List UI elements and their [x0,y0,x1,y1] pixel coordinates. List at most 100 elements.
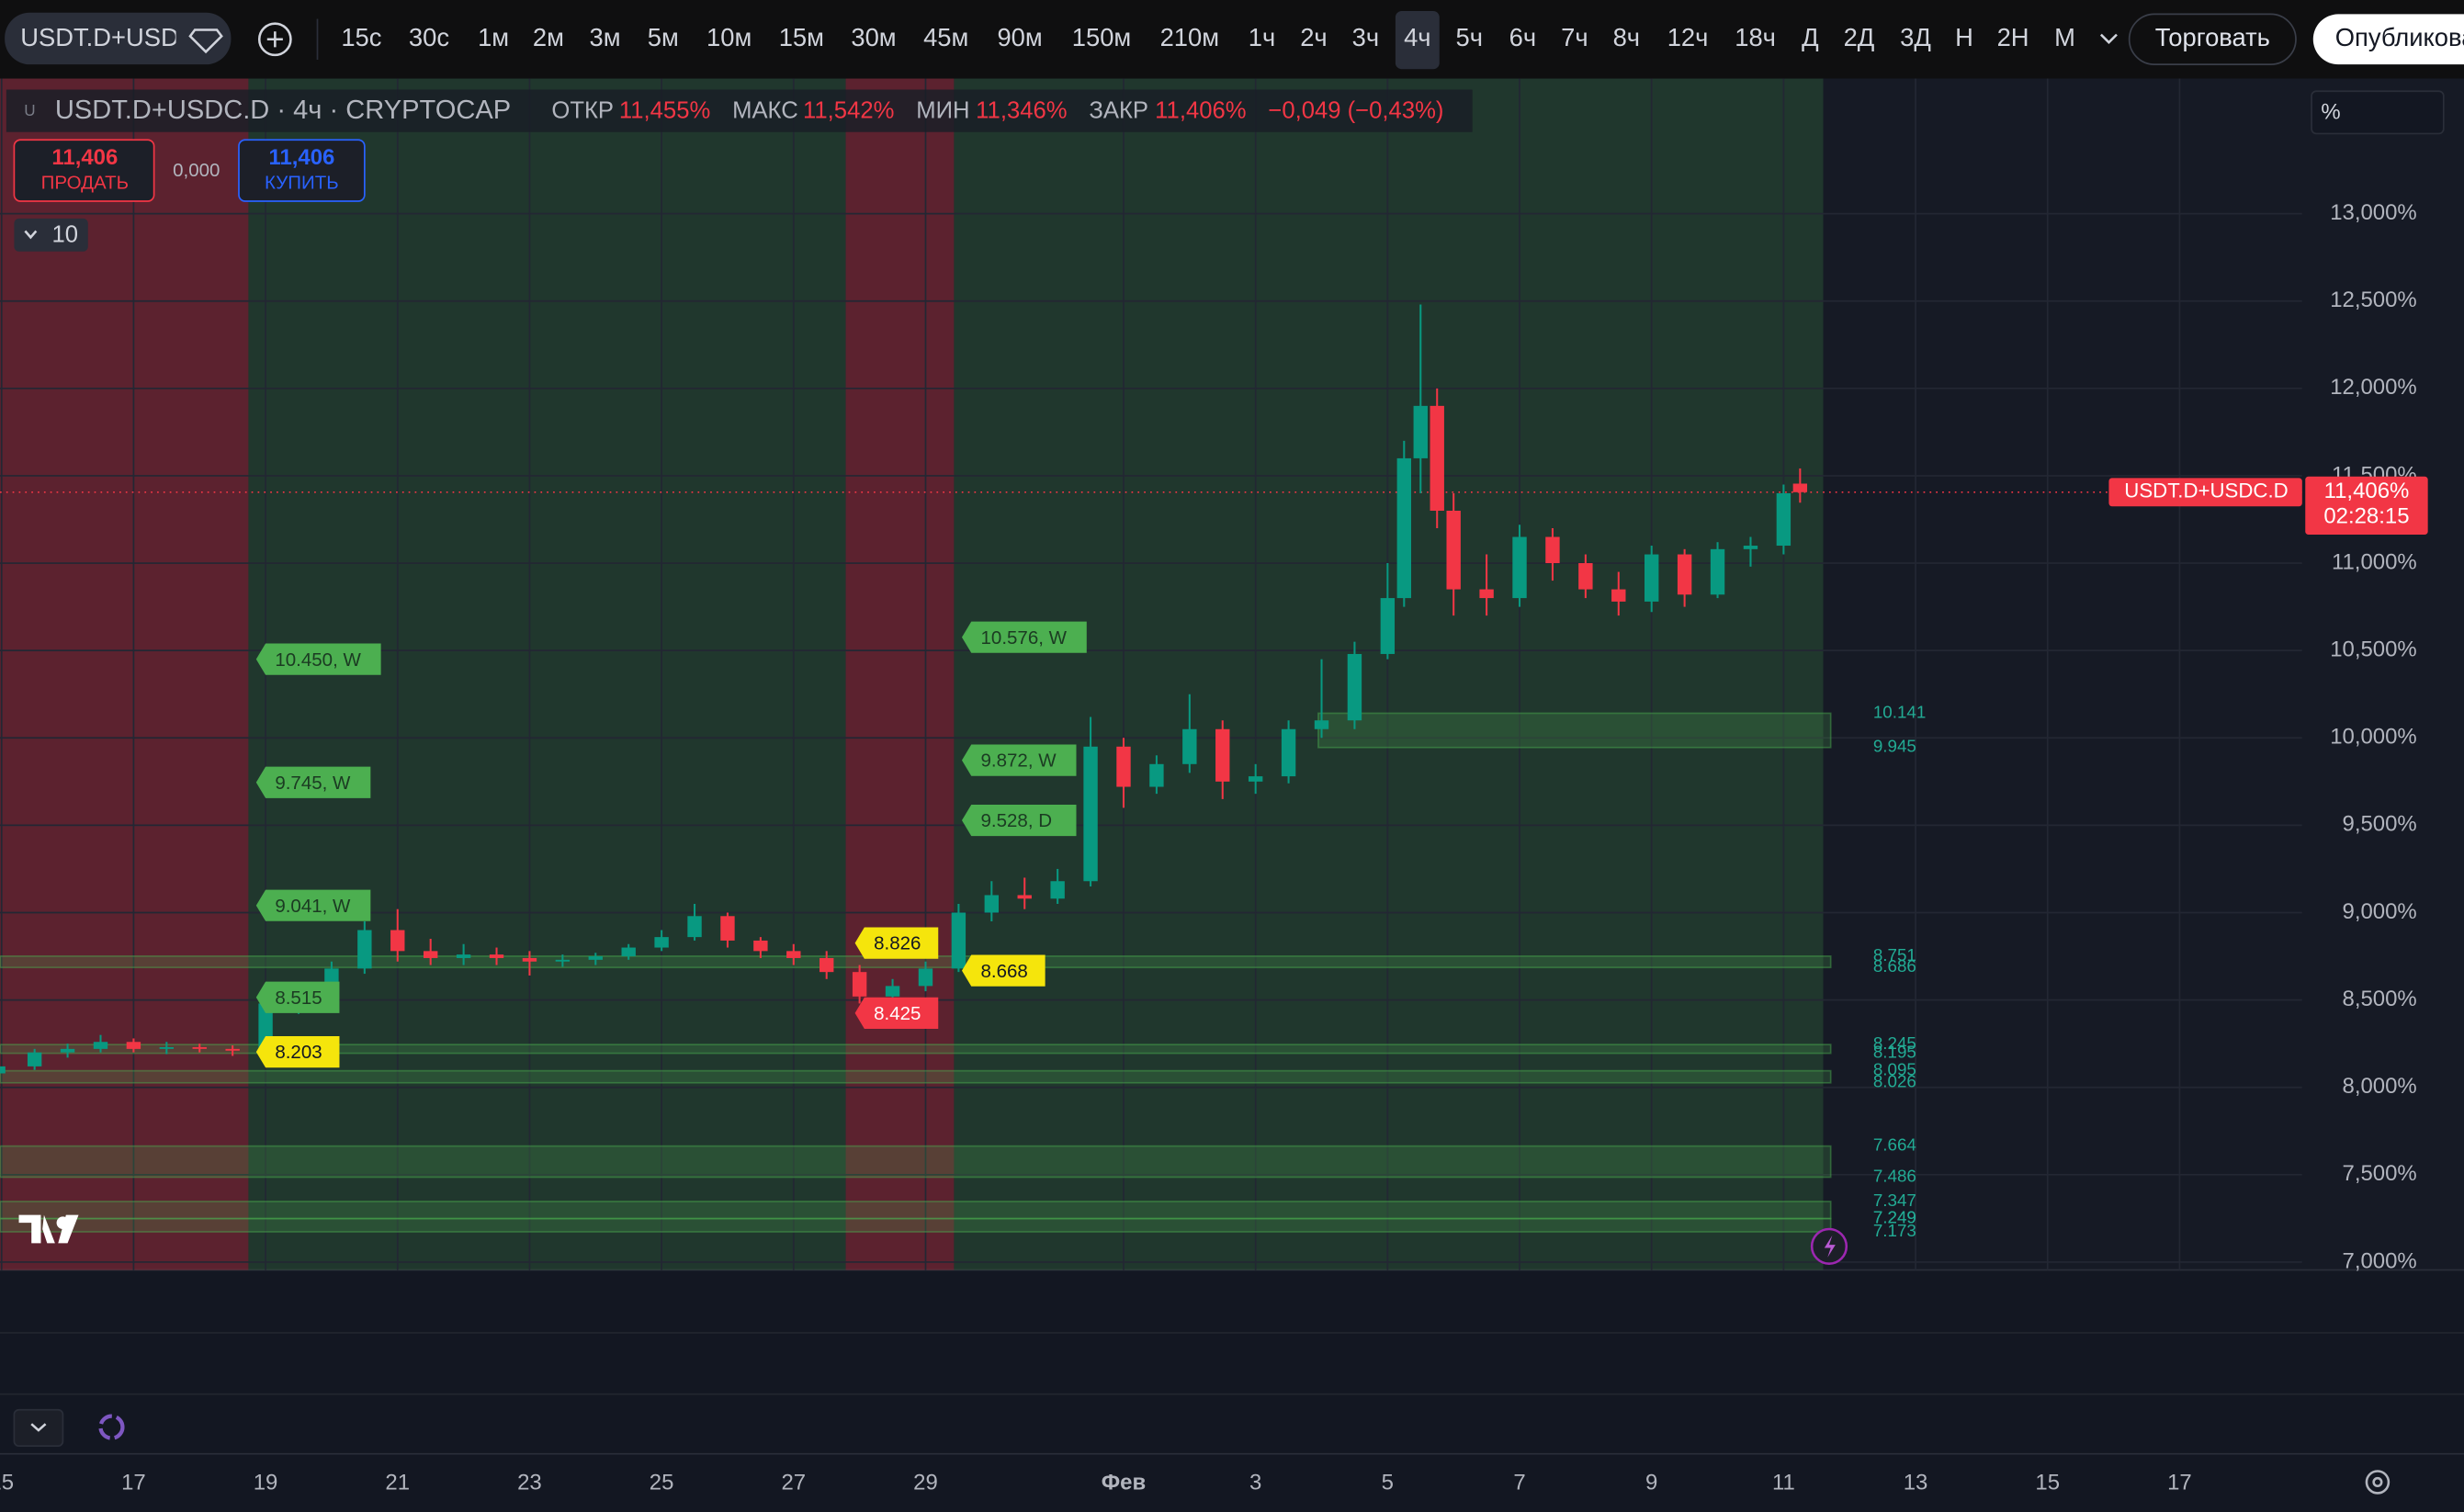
level-marker [961,804,1077,837]
timeframe[interactable]: М [2054,23,2075,51]
tv-logo-slash [58,1214,79,1244]
timeframe[interactable]: 18ч [1735,23,1776,51]
candle-body [1677,554,1692,595]
timeframe[interactable]: 3м [590,23,621,51]
x-tick-label: 17 [121,1471,146,1495]
legend: U USDT.D+USDC.D · 4ч · CRYPTOCAP −0,049 … [6,89,2445,252]
legend-field-value: 11,406% [1155,97,1246,123]
candle-body [687,916,702,938]
sell-price: 11,406 [51,145,118,170]
timeframe[interactable]: 5ч [1456,23,1483,51]
timeframe[interactable]: 210м [1160,23,1219,51]
timeframe[interactable]: 15м [779,23,824,51]
level-zone [0,1044,1832,1055]
buy-button[interactable] [238,139,366,202]
candle-body [93,1042,108,1049]
toolbar [0,0,2464,79]
timeframe[interactable]: Н [1955,23,1973,51]
x-tick-label: 19 [254,1471,278,1495]
price-tag-symbol-bg [2108,478,2302,507]
timeframe[interactable]: 4ч [1404,23,1430,51]
price-tag-symbol: USDT.D+USDC.D [2124,480,2288,502]
candle-body [423,951,438,958]
timeframe[interactable]: 2Н [1997,23,2029,51]
candle-body [786,951,801,958]
trade-button[interactable] [2128,13,2297,66]
level-marker-label: 8.515 [275,987,322,1009]
publish-button[interactable] [2312,14,2464,65]
candle-body [621,947,636,957]
indicators-toggle[interactable] [14,218,88,252]
spread: 0,000 [173,160,220,181]
settings-icon[interactable] [2365,1470,2391,1495]
x-tick-label: 11 [1772,1471,1795,1495]
sync-icon[interactable] [98,1414,125,1440]
lightning [1824,1235,1836,1258]
symbol-button[interactable] [5,12,232,65]
level-marker-label: 8.826 [874,933,921,954]
candle-body [1116,746,1131,787]
candle-body [951,912,966,969]
collapse-button[interactable] [13,1408,64,1447]
level-marker [961,621,1087,653]
candle-body [1743,546,1758,549]
timeframe[interactable]: 6ч [1509,23,1536,51]
candle-body [720,916,735,941]
timeframe[interactable]: 45м [923,23,968,51]
timeframe[interactable]: 30с [409,23,449,51]
timeframe[interactable]: 15с [341,23,381,51]
candle-body [1215,728,1230,782]
tv-logo [18,1214,55,1244]
level-zone [0,1145,1832,1179]
timeframe[interactable]: 90м [997,23,1042,51]
publish-label: Опубликовать [2335,23,2464,51]
level-label: 8.751 [1873,945,1916,965]
timeframe[interactable]: 7ч [1561,23,1588,51]
candle-body [456,954,471,958]
x-tick-label: 29 [913,1471,938,1495]
level-zone [0,1217,1832,1233]
candle-body [1413,405,1428,458]
timeframe[interactable]: 10м [706,23,752,51]
candle-body [885,986,900,997]
diamond-icon[interactable] [188,28,223,54]
timeframe-selected[interactable] [1395,10,1440,70]
timeframe[interactable]: 5м [648,23,679,51]
level-marker [255,766,371,798]
timeframe[interactable]: 2м [533,23,564,51]
candle-body [1545,536,1560,564]
timeframe[interactable]: 1ч [1249,23,1275,51]
timeframe[interactable]: 3ч [1352,23,1379,51]
buy-label: КУПИТЬ [265,173,339,194]
candle-body [1017,895,1032,899]
candle-body [1578,563,1593,590]
candle-body [1314,720,1329,729]
price-tag-countdown: 02:28:15 [2323,504,2409,529]
more-timeframes[interactable] [2099,33,2118,45]
level-zone [0,1069,1832,1084]
indicator-pane [0,1269,2464,1454]
add-compare[interactable] [257,22,292,57]
timeframe[interactable]: Д [1802,23,1819,51]
price-axis: 7,000% 7,500% 8,000% 8,500% 9,000% 9,500% 10,0… [2330,200,2416,1273]
candle-body [654,937,669,948]
y-tick-label: 10,000% [2330,725,2416,750]
timeframe[interactable]: 30м [851,23,896,51]
timeframe[interactable]: 8ч [1613,23,1640,51]
timeframe[interactable]: 12ч [1667,23,1709,51]
sell-button[interactable] [13,139,155,202]
level-label: 8.195 [1873,1043,1916,1062]
timeframe[interactable]: 3Д [1900,23,1931,51]
timeframe[interactable]: 1м [478,23,509,51]
candle-body [1645,554,1659,602]
y-tick-label: 11,000% [2332,549,2417,574]
scale-mode[interactable] [2311,90,2445,135]
candle-body [192,1046,207,1049]
timeframe[interactable]: 2Д [1844,23,1875,51]
y-tick-label: 9,500% [2343,812,2417,837]
timeframe[interactable]: 2ч [1300,23,1327,51]
timeframe[interactable]: 150м [1072,23,1131,51]
symbol-icon: U [24,102,35,119]
candles [0,304,1808,1074]
